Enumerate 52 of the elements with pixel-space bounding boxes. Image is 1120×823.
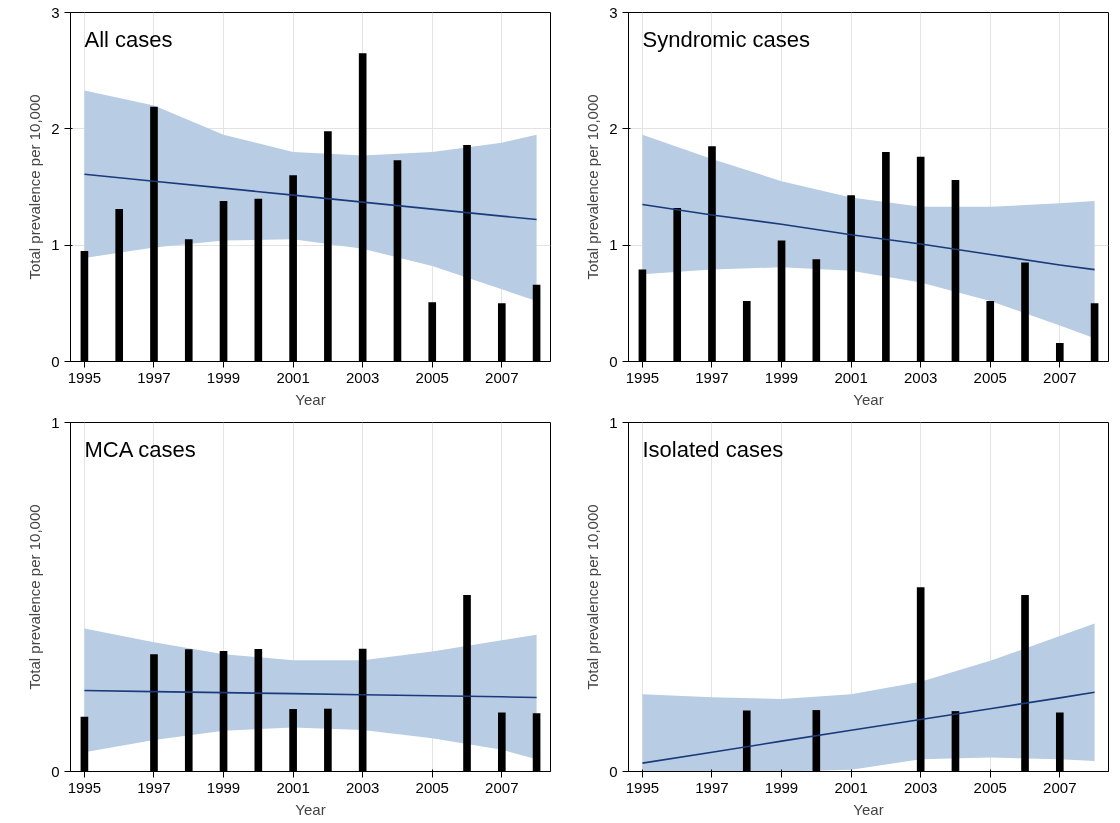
y-tick-label: 0 [609,352,618,370]
x-axis-title: Year [853,800,884,818]
x-tick-label: 2007 [485,368,519,386]
text: Syndromic cases [642,26,811,52]
x-tick-label: 1997 [695,778,729,796]
x-tick-label: 2003 [345,368,380,386]
y-tick-label: 0 [51,352,60,370]
y-axis-title: Total prevalence per 10,000 [26,94,44,280]
x-tick-label: 2001 [276,368,310,386]
x-tick-label: 2005 [415,778,449,796]
x-tick-label: 1999 [206,368,241,386]
x-tick-label: 2003 [345,778,380,796]
x-tick-label: 1995 [67,368,102,386]
text: MCA cases [84,436,196,462]
x-tick-label: 2001 [834,778,868,796]
text: All cases [84,26,173,52]
y-tick-label: 1 [609,236,618,254]
x-tick-label: 2001 [276,778,310,796]
y-tick-label: 0 [609,762,618,780]
x-axis-title: Year [295,800,326,818]
x-axis-title: Year [295,390,326,408]
y-tick-label: 1 [51,236,60,254]
x-tick-label: 1995 [625,368,660,386]
x-tick-label: 1999 [764,778,799,796]
y-tick-label: 0 [51,762,60,780]
x-tick-label: 1997 [695,368,729,386]
x-tick-label: 1995 [67,778,102,796]
x-tick-label: 2007 [1043,368,1077,386]
x-tick-label: 2007 [485,778,519,796]
x-tick-label: 1997 [137,778,171,796]
x-tick-label: 2007 [1043,778,1077,796]
x-tick-label: 1997 [137,368,171,386]
y-axis-title: Total prevalence per 10,000 [26,504,44,690]
x-tick-label: 2003 [903,778,938,796]
x-tick-label: 1995 [625,778,660,796]
x-tick-label: 2005 [973,778,1007,796]
y-tick-label: 1 [609,413,618,431]
x-tick-label: 1999 [206,778,241,796]
text: Isolated cases [642,436,784,462]
x-tick-label: 1999 [764,368,799,386]
x-tick-label: 2005 [415,368,449,386]
y-tick-label: 1 [51,413,60,431]
y-tick-label: 2 [51,119,60,137]
y-axis-title: Total prevalence per 10,000 [584,94,602,280]
y-tick-label: 2 [609,119,618,137]
y-tick-label: 3 [51,3,60,21]
x-tick-label: 2005 [973,368,1007,386]
x-tick-label: 2001 [834,368,868,386]
x-axis-title: Year [853,390,884,408]
y-axis-title: Total prevalence per 10,000 [584,504,602,690]
y-tick-label: 3 [609,3,618,21]
x-tick-label: 2003 [903,368,938,386]
